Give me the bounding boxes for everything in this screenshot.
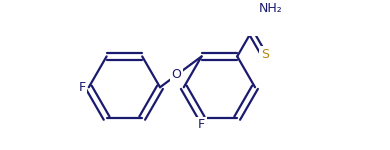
Text: F: F xyxy=(198,118,205,131)
Text: NH₂: NH₂ xyxy=(258,2,282,15)
Text: O: O xyxy=(172,68,182,81)
Text: S: S xyxy=(261,48,269,61)
Text: F: F xyxy=(79,81,86,94)
